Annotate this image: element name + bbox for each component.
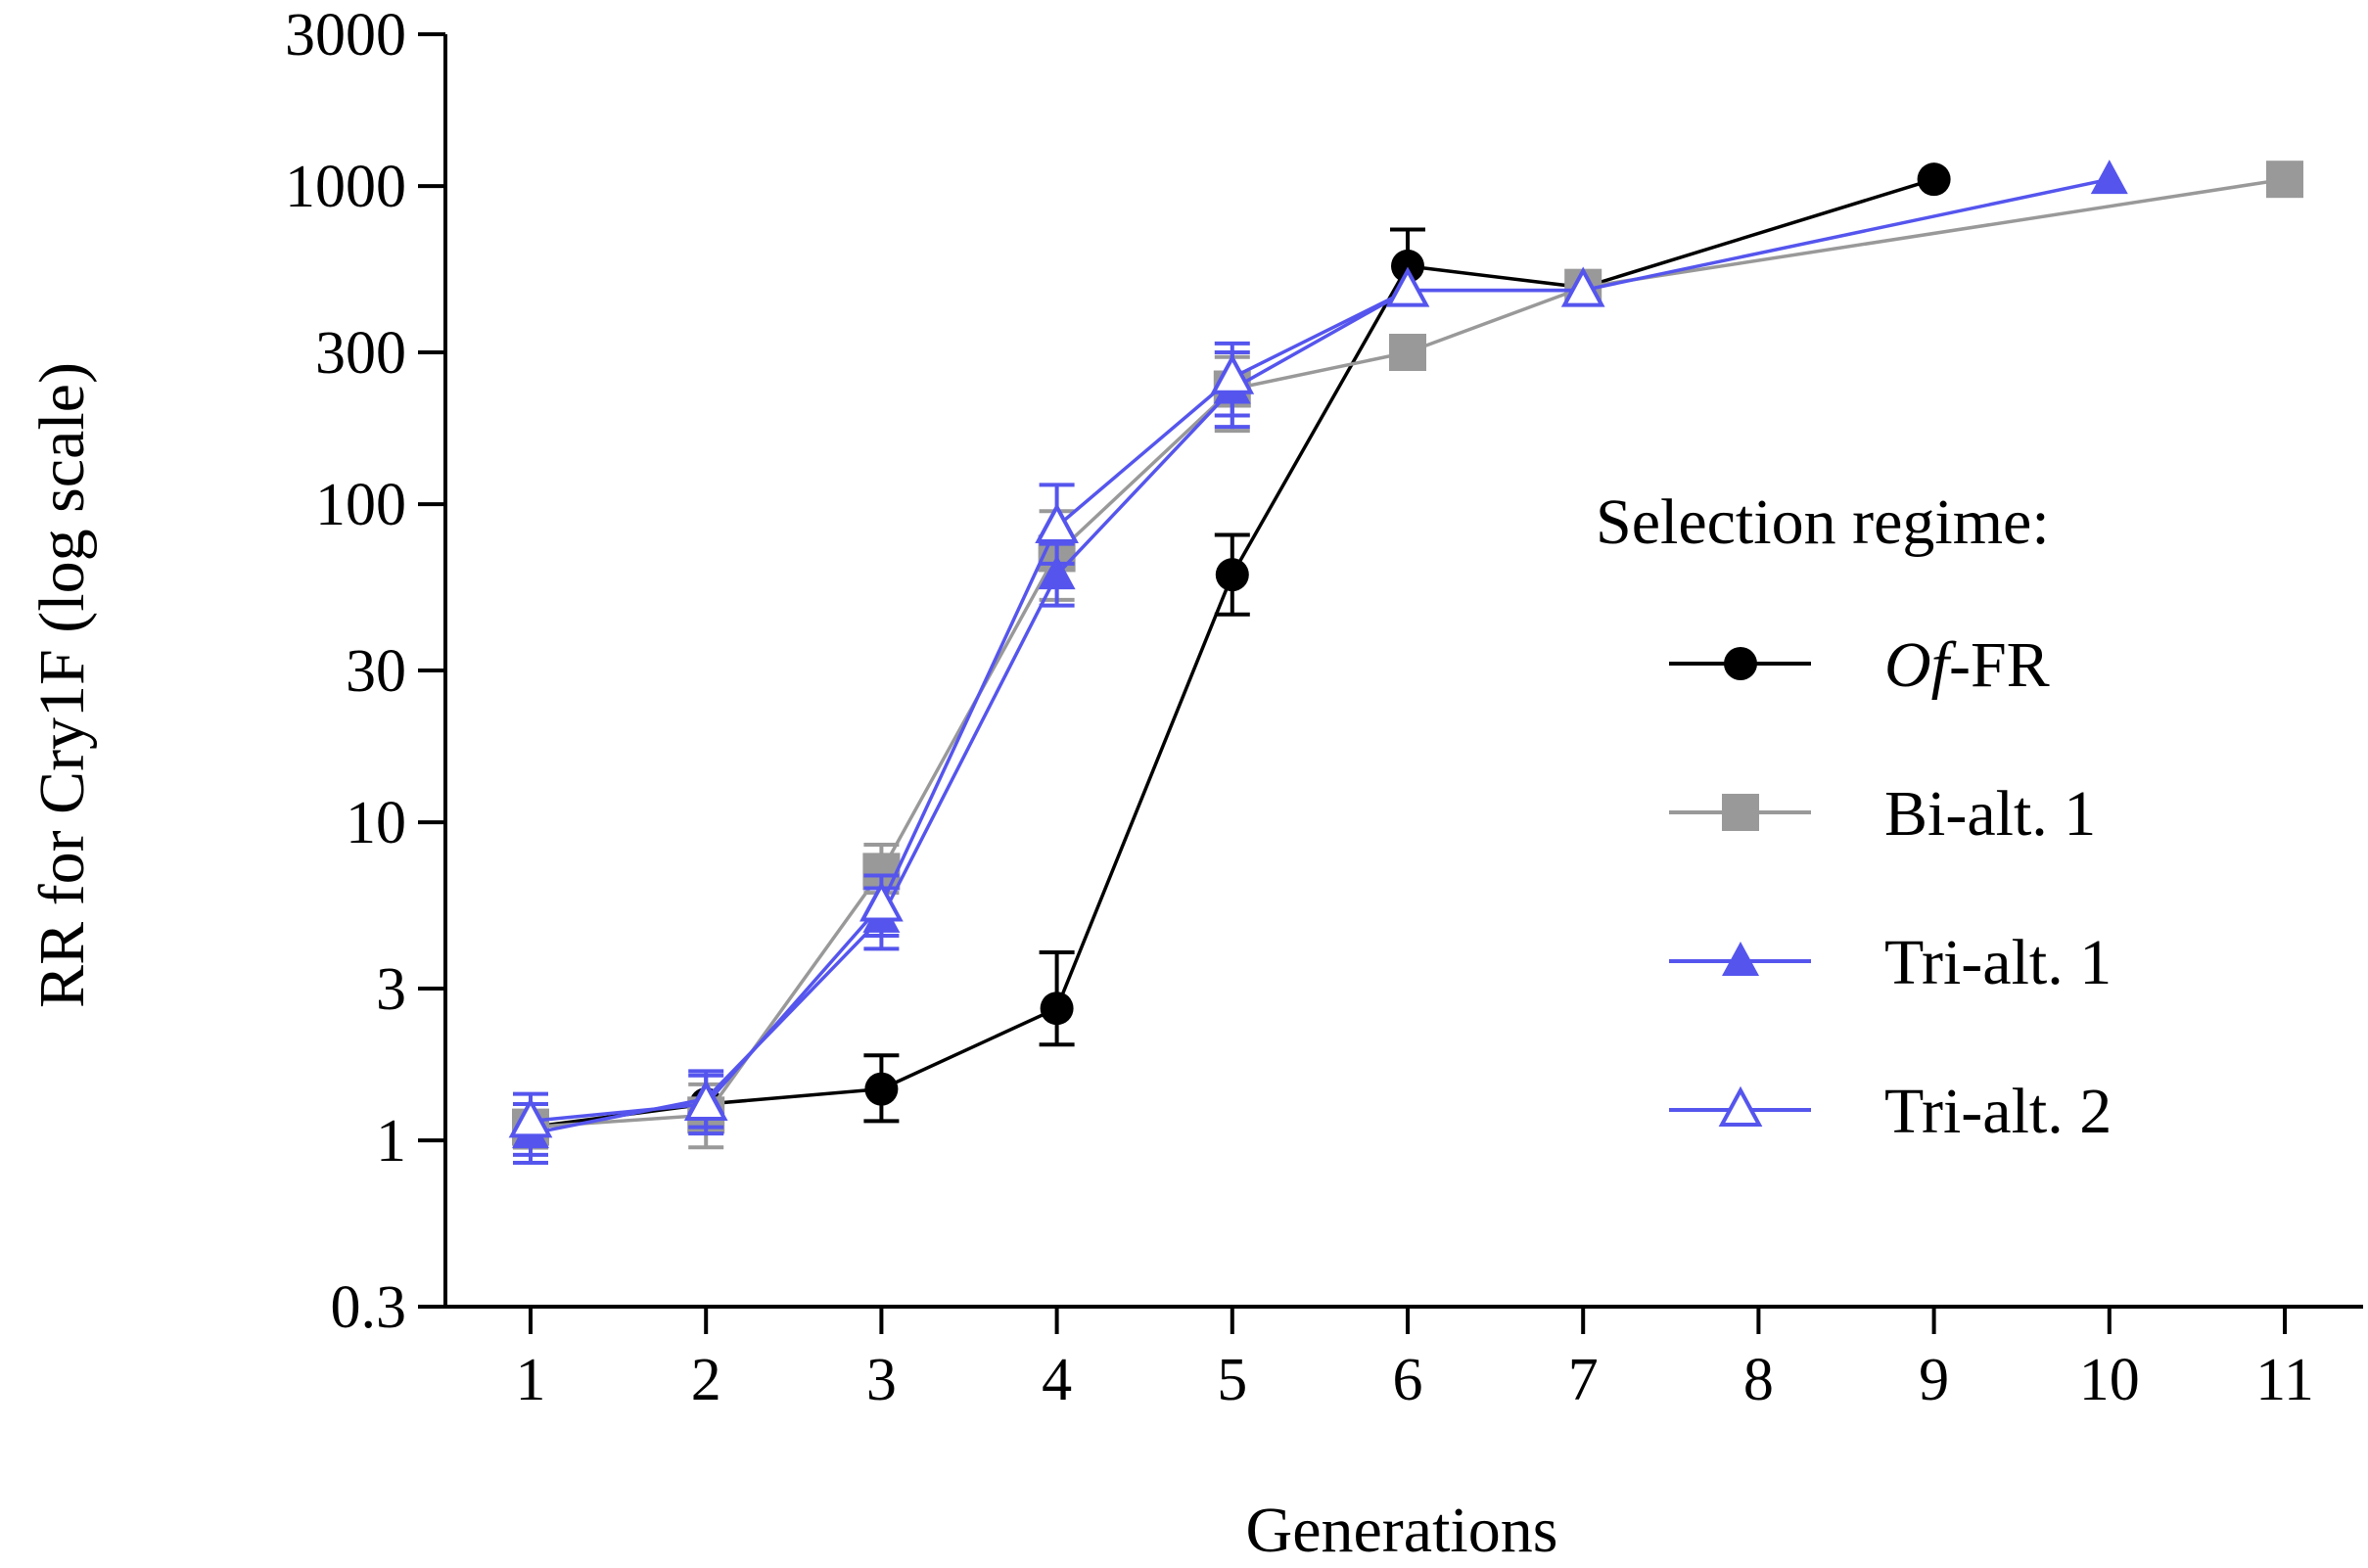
legend-item-of-fr: Of-FR	[1669, 629, 2050, 701]
data-point-tri-alt-2	[1035, 502, 1079, 544]
y-tick-label: 0.3	[331, 1274, 407, 1341]
data-point-tri-alt-2	[508, 1097, 553, 1138]
legend-marker-bi-alt-1	[1722, 794, 1759, 831]
legend-item-bi-alt-1: Bi-alt. 1	[1669, 778, 2096, 850]
y-tick-label: 100	[315, 472, 406, 538]
y-tick-label: 1	[376, 1108, 406, 1175]
x-tick-label: 8	[1743, 1347, 1774, 1413]
x-tick-label: 7	[1568, 1347, 1599, 1413]
legend-label-bi-alt-1: Bi-alt. 1	[1884, 778, 2096, 850]
data-point-tri-alt-2	[1560, 266, 1605, 307]
data-point-tri-alt-1	[1038, 555, 1076, 590]
y-tick-label: 3	[376, 956, 406, 1023]
x-tick-label: 10	[2079, 1347, 2140, 1413]
legend-marker-tri-alt-1	[1722, 942, 1759, 976]
data-point-of-fr	[1917, 162, 1951, 197]
data-point-of-fr	[1215, 558, 1249, 592]
data-point-of-fr	[1391, 249, 1424, 283]
axes: 0.3 1 3 10 30 100 300 1000 3000 1 2 3 4 5 6 7 8 9 10 11	[285, 2, 2363, 1413]
series-line-bi-alt-1	[530, 177, 2286, 1130]
data-point-tri-alt-2	[1385, 266, 1430, 307]
x-tick-label: 1	[516, 1347, 546, 1413]
data-point-tri-alt-2	[683, 1080, 728, 1122]
series-line-of-fr	[530, 177, 1935, 1130]
x-tick-label: 4	[1042, 1347, 1072, 1413]
y-tick-label: 1000	[285, 154, 406, 220]
series-tri-alt-2	[508, 266, 1605, 1157]
x-tick-label: 6	[1393, 1347, 1423, 1413]
legend-item-tri-alt-1: Tri-alt. 1	[1669, 927, 2112, 998]
data-point-tri-alt-2	[1210, 353, 1255, 394]
legend-marker-tri-alt-2	[1718, 1085, 1763, 1127]
x-tick-label: 11	[2255, 1347, 2314, 1413]
data-point-bi-alt-1	[1389, 334, 1426, 371]
x-tick-label: 5	[1217, 1347, 1247, 1413]
x-tick-label: 3	[866, 1347, 897, 1413]
data-point-of-fr	[1040, 992, 1074, 1026]
y-tick-label: 3000	[285, 2, 406, 69]
legend: Selection regime: Of-FR Bi-alt. 1 Tri-alt.…	[1596, 486, 2112, 1147]
x-axis-title: Generations	[1246, 1495, 1558, 1566]
data-point-bi-alt-1	[2266, 161, 2303, 199]
x-tick-label: 9	[1919, 1347, 1949, 1413]
x-tick-label: 2	[691, 1347, 721, 1413]
legend-label-of-fr: Of-FR	[1884, 629, 2050, 701]
legend-title: Selection regime:	[1596, 486, 2050, 558]
y-axis-title: RR for Cry1F (log scale)	[26, 362, 98, 1008]
legend-label-tri-alt-1: Tri-alt. 1	[1884, 927, 2112, 998]
data-point-of-fr	[864, 1072, 899, 1106]
legend-item-tri-alt-2: Tri-alt. 2	[1669, 1076, 2112, 1147]
y-tick-label: 10	[346, 790, 406, 856]
legend-label-tri-alt-2: Tri-alt. 2	[1884, 1076, 2112, 1147]
legend-marker-of-fr	[1724, 647, 1757, 680]
series-line-tri-alt-1	[530, 177, 2111, 1135]
y-tick-label: 30	[346, 638, 406, 705]
data-point-tri-alt-2	[859, 881, 904, 922]
y-tick-label: 300	[315, 320, 406, 387]
series-layer	[508, 160, 2303, 1166]
data-point-tri-alt-1	[2090, 160, 2128, 195]
